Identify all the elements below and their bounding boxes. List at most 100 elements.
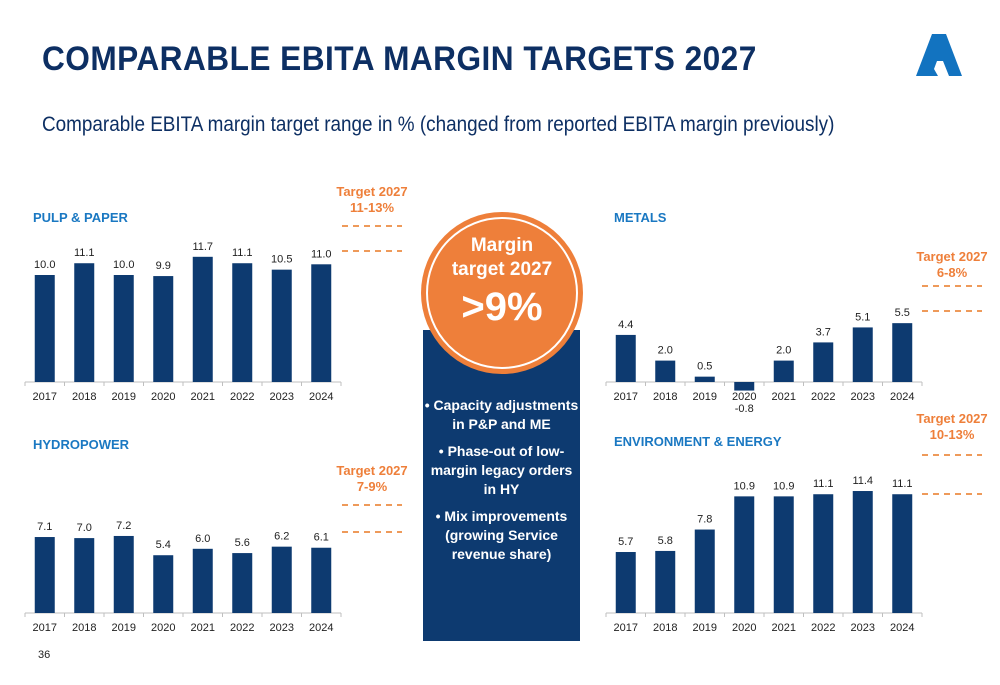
data-label: 2.0 [776,345,791,357]
x-tick-label: 2021 [772,391,796,403]
data-label: 9.9 [156,260,171,272]
x-tick-label: 2022 [811,622,835,634]
chart-title: METALS [614,210,667,225]
page-number: 36 [38,649,51,661]
x-tick-label: 2018 [653,391,677,403]
x-tick-label: 2017 [33,622,57,634]
data-label: 11.7 [192,241,213,253]
x-tick-label: 2018 [72,622,96,634]
target-label: Target 2027 [916,249,987,264]
circle-ring [426,217,578,369]
x-tick-label: 2020 [732,622,756,634]
data-label: 10.9 [773,480,794,492]
data-label: 0.5 [697,361,712,373]
x-tick-label: 2024 [309,391,333,403]
x-tick-label: 2019 [693,391,717,403]
x-tick-label: 2017 [614,391,638,403]
bar-2018 [655,550,676,613]
data-label: 3.7 [816,326,831,338]
x-tick-label: 2023 [851,622,875,634]
x-tick-label: 2020 [151,622,175,634]
x-tick-label: 2020 [732,391,756,403]
bar-2017 [34,275,55,382]
margin-target-circle: Margin target 2027 >9% [421,212,583,374]
data-label: 7.2 [116,520,131,532]
data-label: 5.6 [235,537,250,549]
target-range-label: 10-13% [930,427,975,442]
data-label: 11.0 [311,248,332,260]
data-label: 5.1 [855,311,870,323]
data-label: 6.0 [195,533,210,545]
data-label: 11.1 [232,247,253,259]
data-label: 7.8 [697,514,712,526]
circle-value: >9% [461,285,543,329]
drivers-list: • Capacity adjustments in P&P and ME • P… [423,396,580,572]
bar-2020 [734,496,755,613]
bar-2020 [153,555,174,613]
bar-2022 [232,263,253,382]
bar-2023 [852,327,873,382]
x-tick-label: 2022 [230,391,254,403]
data-label: 7.1 [37,521,52,533]
data-label: 10.0 [34,259,55,271]
data-label: -0.8 [735,403,754,415]
bar-2024 [311,264,332,382]
data-label: 10.0 [113,259,134,271]
data-label: 5.4 [156,539,171,551]
chart-title: ENVIRONMENT & ENERGY [614,434,782,449]
target-label: Target 2027 [916,411,987,426]
data-label: 11.1 [813,478,834,490]
data-label: 11.1 [74,247,95,259]
circle-line1: Margin [470,235,534,256]
data-label: 5.5 [895,307,910,319]
chart-title: HYDROPOWER [33,437,130,452]
circle-text: Margin target 2027 >9% [421,234,583,332]
x-tick-label: 2017 [33,391,57,403]
target-label: Target 2027 [336,463,407,478]
x-tick-label: 2021 [191,391,215,403]
bar-2023 [271,269,292,382]
x-tick-label: 2020 [151,391,175,403]
x-tick-label: 2019 [693,622,717,634]
target-range-label: 7-9% [357,479,388,494]
data-label: 10.5 [271,254,292,266]
x-tick-label: 2022 [230,622,254,634]
circle-line2: target 2027 [451,259,553,280]
bar-2021 [773,360,794,382]
data-label: 4.4 [618,319,633,331]
target-range-label: 11-13% [350,200,395,215]
bar-2024 [892,323,913,382]
page-subtitle: Comparable EBITA margin target range in … [42,113,835,136]
bar-2024 [311,547,332,613]
data-label: 11.1 [892,478,913,490]
bar-2017 [615,334,636,382]
x-tick-label: 2024 [890,622,914,634]
bar-2020 [734,382,755,391]
data-label: 6.2 [274,531,289,543]
bar-2020 [153,276,174,382]
bar-2019 [694,376,715,382]
driver-item: • Phase-out of low-margin legacy orders … [430,443,573,497]
andritz-a-logo-icon [916,34,962,76]
bar-2024 [892,494,913,613]
bar-2022 [232,553,253,613]
bar-2018 [74,263,95,382]
x-tick-label: 2021 [772,622,796,634]
driver-text: Mix improvements (growing Service revenu… [444,508,568,562]
x-tick-label: 2024 [309,622,333,634]
x-tick-label: 2024 [890,391,914,403]
x-tick-label: 2022 [811,391,835,403]
bar-2022 [813,342,834,382]
data-label: 2.0 [658,345,673,357]
driver-text: Phase-out of low-margin legacy orders in… [430,443,573,497]
data-label: 10.9 [734,480,755,492]
bar-2023 [852,491,873,613]
driver-item: • Mix improvements (growing Service reve… [435,508,568,562]
x-tick-label: 2019 [112,622,136,634]
bar-2019 [113,535,134,613]
bar-2021 [192,548,213,613]
target-range-label: 6-8% [937,265,968,280]
bar-2021 [773,496,794,613]
x-tick-label: 2018 [72,391,96,403]
bar-2018 [655,360,676,382]
